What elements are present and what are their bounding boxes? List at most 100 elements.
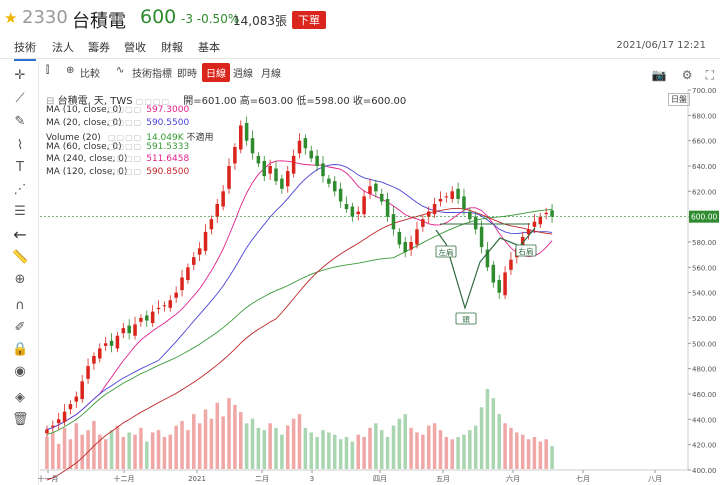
settings-icon[interactable]: ⚙ [681,68,693,82]
ruler-icon[interactable]: 📏 [12,250,29,265]
legend-row-controls-icon[interactable]: ▢▢▢▢ [108,132,143,142]
volume-bar [145,441,149,469]
zoom-in-icon[interactable]: ⊕ [14,272,26,287]
indicator-icon[interactable]: ∿ [116,65,125,76]
y-tick-label: 680.00 [692,112,717,120]
period-daily[interactable]: 日線 [202,63,230,82]
candle-body [462,196,466,210]
volume-bar [350,441,355,469]
current-price-box [689,210,719,223]
volume-bar [309,432,314,469]
text-icon[interactable]: T [16,160,24,175]
y-tick-label: 620.00 [692,188,717,196]
compare-icon[interactable]: ⊕ [66,65,75,76]
legend-extra: 不適用 [186,132,214,143]
trash-icon[interactable]: 🗑 [12,412,29,427]
candle-body [550,210,554,217]
order-button[interactable]: 下單 [292,11,326,29]
brush-icon[interactable]: ⌇ [16,138,24,153]
volume-bar [303,427,308,469]
volume-bar [156,430,161,469]
legend-row-controls-icon[interactable]: ▢▢▢▢ [108,117,143,127]
crosshair-icon[interactable]: ✛ [14,68,26,83]
legend-row-controls-icon[interactable]: ▢▢▢▢ [108,166,143,176]
legend-row-controls-icon[interactable]: ▢▢▢▢ [108,154,143,164]
candle-body [379,193,384,202]
candle-body [186,267,190,280]
candle-body [162,305,167,307]
volume-bar [68,439,73,469]
tab-financials[interactable]: 財報 [161,41,183,54]
legend-controls-icon[interactable]: ▢▢▢▢ [135,97,171,106]
volume-bar [362,437,366,469]
candle-body [168,300,173,308]
candle-body [280,178,284,189]
tab-margin[interactable]: 籌券 [88,41,110,54]
period-weekly[interactable]: 週線 [233,69,253,80]
pattern-icon[interactable]: ⋰ [13,182,27,197]
edit-icon[interactable]: ✐ [14,320,26,335]
candle-body [397,231,402,245]
camera-icon[interactable]: 📷 [651,68,667,82]
layers-icon[interactable]: ◈ [15,390,25,405]
candle-body [285,171,290,187]
candle-body [450,191,454,199]
volume-bar [280,434,284,469]
candle-body [538,216,543,225]
candle-body [51,425,55,427]
pen-icon[interactable]: ✎ [14,114,26,129]
volume-bar [192,414,196,469]
candle-body [215,204,220,217]
candle-body [444,196,449,198]
volume-bar [268,423,272,469]
tab-technical[interactable]: 技術 [14,39,36,61]
compare-button[interactable]: 比較 [80,69,100,80]
legend-row-controls-icon[interactable]: ▢▢▢▢ [108,105,143,115]
back-arrow-icon[interactable]: ← [13,225,27,244]
volume-bar [315,437,319,469]
volume-bar [109,430,114,469]
candle-body [503,272,507,296]
legend-title: 台積電, 天, TWS [57,96,133,107]
y-tick-label: 500.00 [692,340,717,348]
candle-body [115,335,120,349]
candle-body [432,204,437,215]
fullscreen-icon[interactable]: ⛶ [705,68,714,82]
period-monthly[interactable]: 月線 [261,69,281,80]
volume-bar [103,439,108,469]
candle-body [156,307,161,310]
candle-body [315,155,319,166]
eye-icon[interactable]: ◉ [14,364,26,379]
legend-label: MA (10, close, 0) [46,105,122,116]
candle-body [438,198,443,202]
volume-bar [45,437,49,469]
candle-body [374,183,378,192]
volume-bar [186,430,190,469]
trendline-icon[interactable]: ⟋ [15,91,25,106]
candle-body [520,236,525,251]
indicators-button[interactable]: 技術指標 [132,69,172,80]
volume-bar [485,389,490,469]
volume-bar [227,398,231,469]
candle-body [344,204,349,210]
star-icon[interactable]: ★ [4,9,18,27]
volume-bar [532,437,537,469]
stock-price: 600 [140,6,177,28]
stock-name: 台積電 [72,11,126,32]
period-realtime[interactable]: 即時 [177,69,197,80]
lock-icon[interactable]: 🔒 [12,342,29,357]
collapse-icon[interactable]: ⊟ [46,96,55,107]
tab-revenue[interactable]: 營收 [124,41,146,54]
candle-type-icon[interactable]: ⫿ [46,65,50,76]
y-tick-label: 560.00 [692,264,717,272]
candle-body [121,328,126,334]
candle-body [74,396,79,402]
volume-bar [526,439,531,469]
magnet-icon[interactable]: ∩ [15,298,25,313]
fib-icon[interactable]: ☰ [14,204,26,219]
tab-institutional[interactable]: 法人 [52,41,74,54]
legend-row-controls-icon[interactable]: ▢▢▢▢ [108,142,143,152]
volume-bar [356,434,360,469]
tab-basic[interactable]: 基本 [198,41,220,54]
